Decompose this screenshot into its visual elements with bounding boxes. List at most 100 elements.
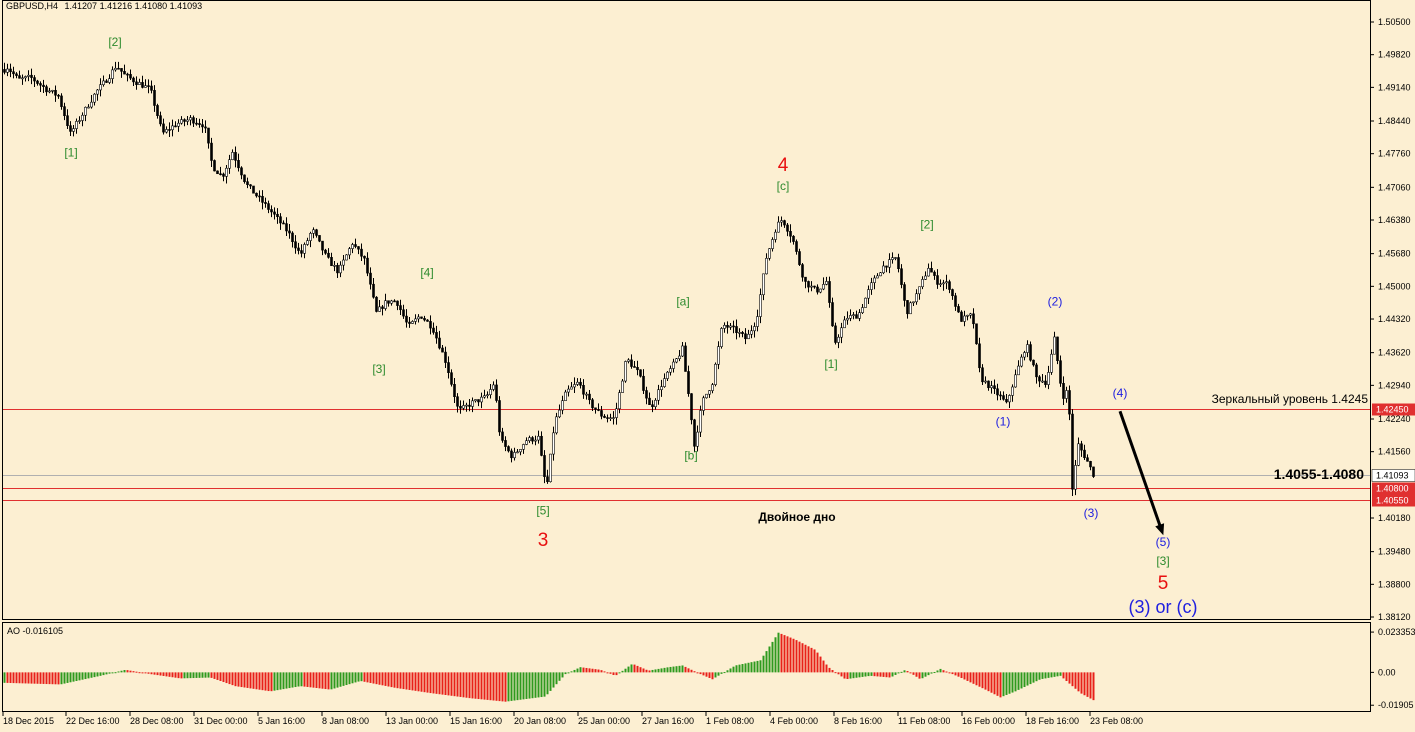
ao-bar-down [1062, 672, 1065, 679]
bear-candle [273, 211, 276, 215]
ao-bar-down [246, 672, 249, 688]
ao-bar-up [3, 672, 6, 683]
price-pane[interactable]: [2] [1] [4] [3] [5] 3 [a] [b] 4 [c] [1] [2] (2) (1) (3… [2, 0, 1371, 620]
ao-bar-up [714, 672, 717, 678]
candles [3, 61, 1095, 497]
bull-candle [891, 257, 894, 260]
ao-bar-up [1005, 672, 1008, 695]
time-tick-label: 15 Jan 16:00 [450, 716, 502, 726]
ao-bar-down [309, 672, 312, 688]
bear-candle [540, 435, 543, 456]
ao-bar-down [249, 672, 252, 689]
ao-bar-down [942, 670, 945, 673]
ao-bar-down [810, 647, 813, 673]
ao-bar-up [720, 672, 723, 674]
ao-bar-down [807, 646, 810, 673]
ao-bar-up [681, 665, 684, 673]
bear-candle [204, 126, 207, 129]
bear-candle [291, 232, 294, 243]
ao-bar-up [540, 672, 543, 698]
bear-candle [330, 257, 333, 267]
bull-candle [1011, 386, 1014, 396]
ao-bar-up [1053, 672, 1056, 677]
price-tick-label: 1.39480 [1378, 547, 1411, 557]
ao-bar-up [117, 671, 120, 673]
ao-bar-up [669, 666, 672, 673]
bull-candle [1065, 390, 1068, 399]
ao-bar-up [849, 672, 852, 679]
bull-candle [528, 437, 531, 441]
bear-candle [123, 71, 126, 75]
price-tick-label: 1.40180 [1378, 513, 1411, 523]
price-tick-label: 1.44320 [1378, 314, 1411, 324]
ao-bar-up [663, 667, 666, 673]
ao-bar-down [225, 672, 228, 684]
ao-bar-up [288, 672, 291, 689]
ao-axis: 0.023353 0.00 -0.01905 [1370, 627, 1415, 710]
ao-bar-up [1002, 672, 1005, 697]
ao-bar-down [687, 668, 690, 673]
bull-candle [342, 259, 345, 266]
ao-bar-down [480, 672, 483, 700]
bull-candle [99, 84, 102, 91]
bear-candle [282, 222, 285, 225]
wave-label: (1) [996, 415, 1011, 429]
bull-candle [1074, 465, 1077, 490]
ao-bar-down [972, 672, 975, 684]
bull-candle [969, 313, 972, 316]
bear-candle [900, 268, 903, 285]
ao-bar-up [357, 672, 360, 682]
wave-label: 3 [538, 530, 549, 551]
bear-candle [249, 184, 252, 187]
ao-bar-down [390, 672, 393, 688]
ao-bar-up [924, 672, 927, 677]
ao-bar-down [609, 672, 612, 674]
ao-bar-up [852, 672, 855, 679]
ao-bar-down [1086, 672, 1089, 697]
ao-bar-up [744, 663, 747, 673]
ao-bar-down [15, 672, 18, 684]
ao-bar-down [696, 672, 699, 674]
bear-candle [1032, 359, 1035, 366]
bear-candle [381, 306, 384, 309]
ao-bar-down [231, 672, 234, 686]
bear-candle [786, 224, 789, 232]
projection-arrow-shaft [1118, 410, 1164, 532]
bear-candle [444, 351, 447, 363]
ao-bar-up [87, 672, 90, 679]
bear-candle [1062, 383, 1065, 399]
bear-candle [690, 393, 693, 421]
bear-candle [807, 281, 810, 288]
ao-bar-down [792, 638, 795, 673]
bear-candle [357, 246, 360, 250]
wave-label: [2] [108, 35, 121, 49]
bull-candle [738, 332, 741, 334]
ao-bar-down [468, 672, 471, 699]
bear-candle [648, 397, 651, 405]
bear-candle [210, 142, 213, 161]
ao-bar-up [207, 672, 210, 678]
ao-bar-up [621, 670, 624, 673]
mirror-level-label: Зеркальный уровень 1.4245 [1212, 392, 1369, 406]
price-tick-label: 1.45680 [1378, 249, 1411, 259]
bull-candle [615, 408, 618, 418]
bear-candle [1059, 360, 1062, 384]
ao-bar-down [642, 668, 645, 673]
bear-candle [1002, 395, 1005, 400]
bull-candle [474, 399, 477, 402]
ao-bar-down [237, 672, 240, 687]
bear-candle [693, 419, 696, 447]
ao-bar-up [1014, 672, 1017, 692]
bull-candle [750, 330, 753, 335]
bull-candle [696, 431, 699, 447]
ao-pane[interactable]: AO -0.016105 [2, 622, 1371, 712]
ao-bar-down [483, 672, 486, 700]
bear-candle [243, 174, 246, 182]
bear-candle [954, 295, 957, 307]
wave-label: [3] [372, 362, 385, 376]
ao-bar-down [987, 672, 990, 692]
bear-candle [813, 285, 816, 288]
bear-candle [234, 152, 237, 161]
ao-bar-up [726, 670, 729, 673]
ao-bar-down [420, 672, 423, 692]
